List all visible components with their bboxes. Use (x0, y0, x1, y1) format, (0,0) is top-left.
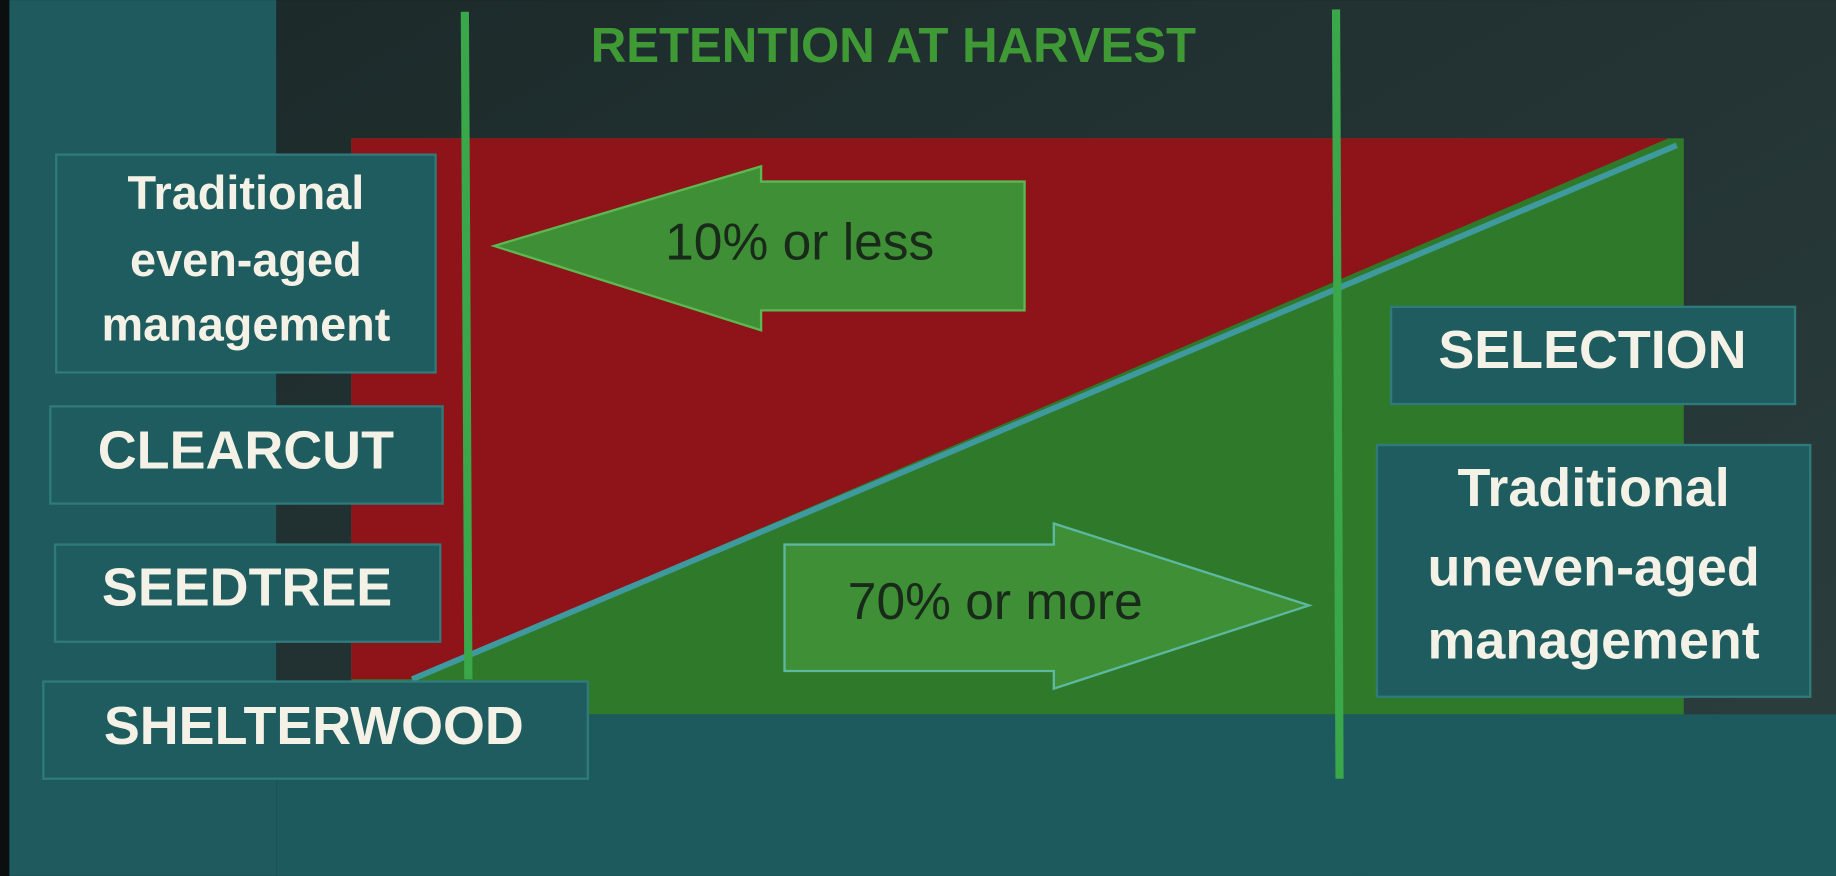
label-line: uneven-aged (1428, 538, 1760, 598)
label-line: management (1428, 610, 1760, 670)
label-line: CLEARCUT (98, 421, 394, 481)
label-box (1375, 443, 1812, 698)
label-box (49, 405, 444, 505)
label-box (1389, 305, 1797, 406)
label-line: SELECTION (1438, 320, 1746, 380)
arrow-left (490, 164, 1026, 332)
label-line: even-aged (130, 234, 362, 286)
label-line: Traditional (128, 167, 365, 219)
label-line: Traditional (1457, 458, 1729, 518)
title: RETENTION AT HARVEST (591, 18, 1196, 73)
label-box (42, 680, 589, 780)
label-line: SEEDTREE (102, 558, 392, 618)
arrow-right (783, 521, 1313, 691)
label-line: SHELTERWOOD (104, 696, 524, 756)
label-box (55, 153, 437, 374)
arrow-label: 70% or more (848, 572, 1143, 630)
divider (411, 142, 1678, 682)
label-box (53, 543, 442, 643)
arrow-label: 10% or less (665, 213, 934, 271)
vertical-line (1331, 9, 1344, 779)
label-line: management (101, 298, 390, 350)
vertical-line (460, 11, 473, 680)
